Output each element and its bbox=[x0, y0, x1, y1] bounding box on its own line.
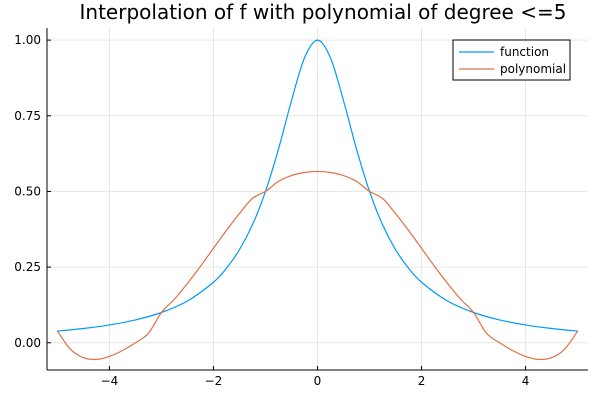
series-lines bbox=[56, 39, 579, 361]
axes: −4 −2 0 2 4 0.00 0.25 0.50 0.75 1.00 bbox=[14, 28, 588, 388]
legend: function polynomial bbox=[452, 39, 571, 81]
y-tick-label: 0.50 bbox=[14, 184, 41, 198]
legend-label-polynomial: polynomial bbox=[500, 62, 566, 76]
x-tick-label: 0 bbox=[314, 374, 322, 388]
chart-title: Interpolation of f with polynomial of de… bbox=[80, 0, 567, 24]
y-tick-label: 1.00 bbox=[14, 33, 41, 47]
legend-label-function: function bbox=[500, 45, 549, 59]
series-line-polynomial bbox=[56, 170, 579, 361]
y-tick-label: 0.75 bbox=[14, 109, 41, 123]
x-tick-label: 4 bbox=[522, 374, 530, 388]
x-tick-label: −2 bbox=[205, 374, 223, 388]
legend-box bbox=[452, 39, 571, 81]
y-tick-label: 0.00 bbox=[14, 336, 41, 350]
x-tick-label: 2 bbox=[418, 374, 426, 388]
y-tick-label: 0.25 bbox=[14, 260, 41, 274]
x-tick-label: −4 bbox=[101, 374, 119, 388]
series-line-function bbox=[56, 39, 579, 332]
